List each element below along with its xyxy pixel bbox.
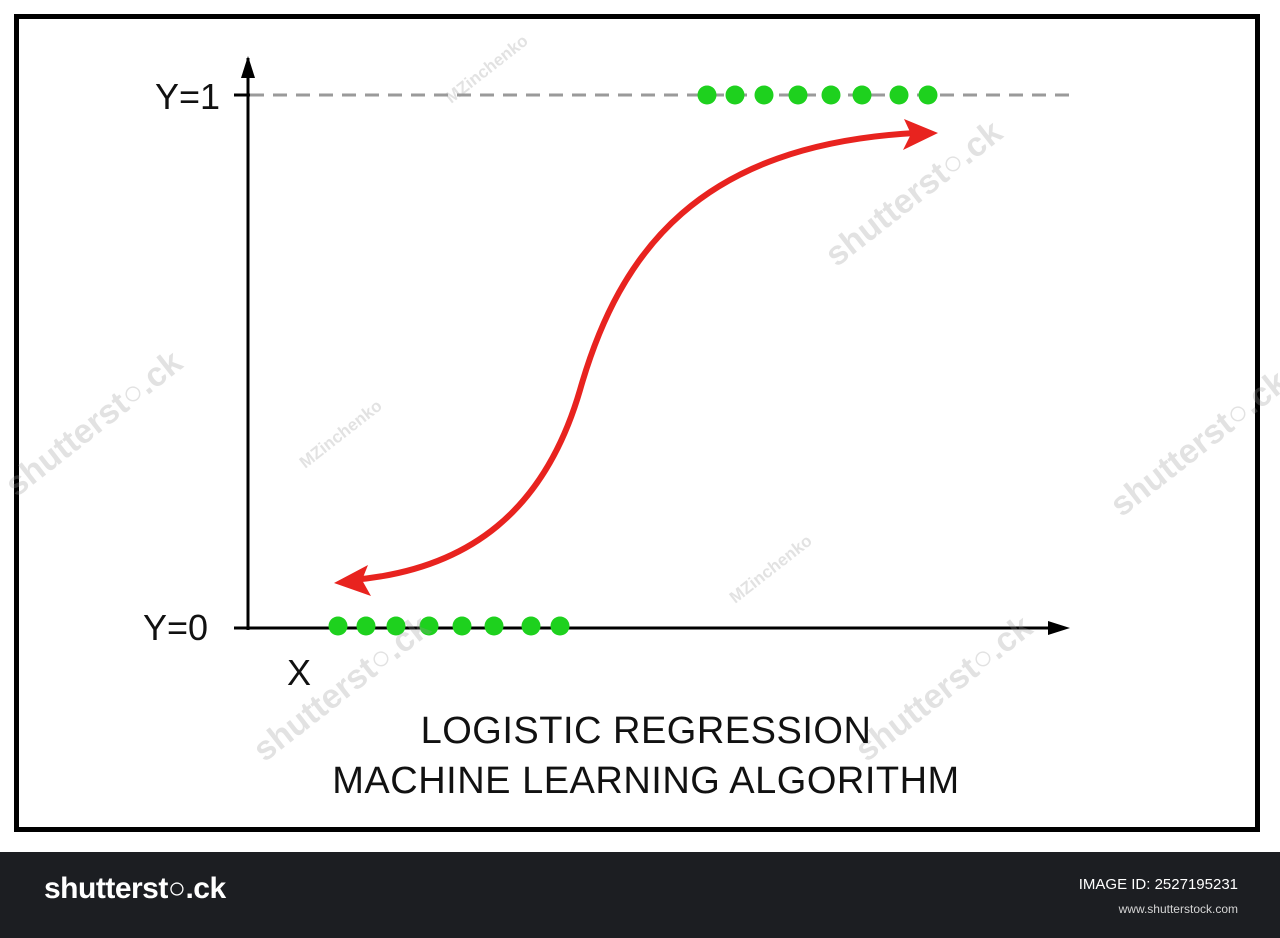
y1-data-point bbox=[754, 85, 774, 105]
website-link[interactable]: www.shutterstock.com bbox=[1118, 902, 1238, 916]
figure-area: MZinchenko MZinchenko MZinchenko shutter… bbox=[0, 14, 1280, 832]
y0-data-point bbox=[356, 616, 376, 636]
x-axis-label: X bbox=[287, 652, 312, 693]
y1-data-point bbox=[821, 85, 841, 105]
shutterstock-logo[interactable]: shutterst○.ck bbox=[44, 872, 226, 905]
y1-data-point bbox=[697, 85, 717, 105]
curve-arrowhead-bottom bbox=[334, 565, 371, 596]
y1-data-point bbox=[889, 85, 909, 105]
y1-data-point bbox=[918, 85, 938, 105]
y0-data-point bbox=[550, 616, 570, 636]
caption-title: LOGISTIC REGRESSION bbox=[420, 710, 872, 752]
y0-data-point bbox=[419, 616, 439, 636]
y0-label: Y=0 bbox=[143, 607, 209, 648]
x-axis-arrowhead bbox=[1048, 621, 1070, 635]
footer-bar: shutterst○.ck IMAGE ID: 2527195231 www.s… bbox=[0, 852, 1280, 938]
y0-data-point bbox=[452, 616, 472, 636]
y0-data-point bbox=[328, 616, 348, 636]
image-id-text: IMAGE ID: 2527195231 bbox=[1078, 876, 1238, 893]
sigmoid-curve bbox=[349, 130, 918, 583]
caption-subtitle: MACHINE LEARNING ALGORITHM bbox=[332, 760, 960, 802]
y0-points-group bbox=[328, 616, 570, 636]
y1-data-point bbox=[725, 85, 745, 105]
y0-data-point bbox=[521, 616, 541, 636]
figure-border bbox=[14, 14, 1260, 832]
y1-data-point bbox=[852, 85, 872, 105]
y1-points-group bbox=[697, 85, 938, 105]
y1-label: Y=1 bbox=[155, 76, 221, 117]
y-axis-arrowhead bbox=[241, 56, 255, 78]
y1-data-point bbox=[788, 85, 808, 105]
y0-data-point bbox=[386, 616, 406, 636]
curve-arrowhead-top bbox=[903, 119, 938, 150]
logistic-regression-diagram bbox=[234, 56, 1070, 636]
y0-data-point bbox=[484, 616, 504, 636]
